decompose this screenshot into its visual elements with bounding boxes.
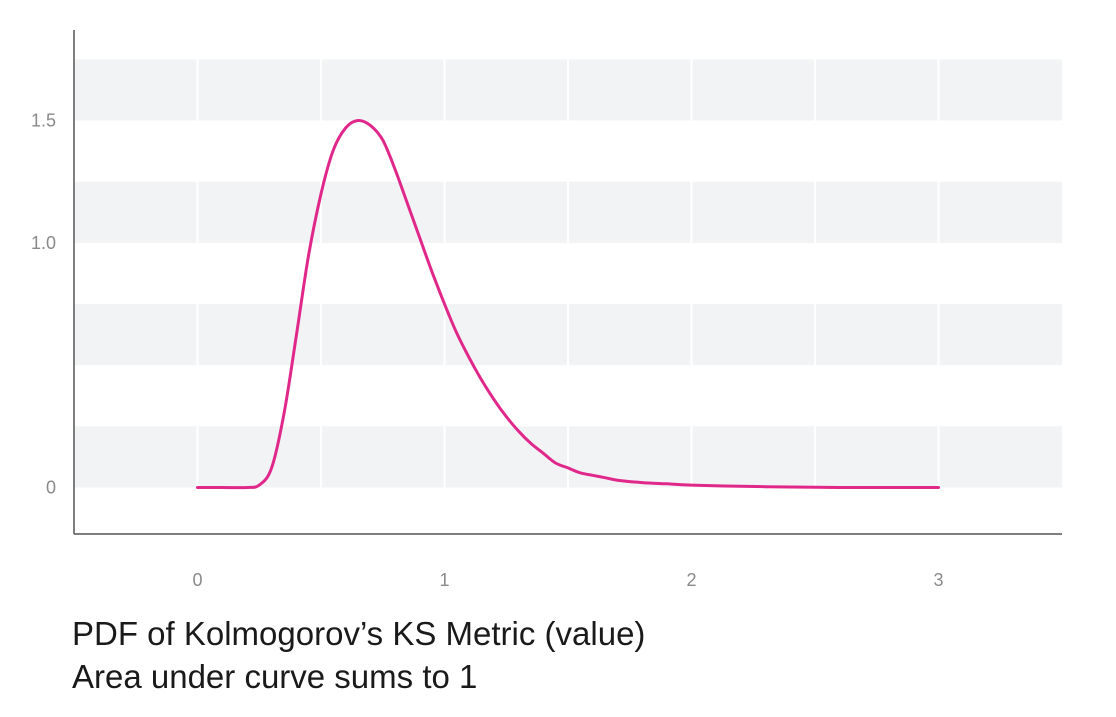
chart-subtitle: Area under curve sums to 1 xyxy=(72,658,478,695)
vertical-gridlines xyxy=(196,30,940,534)
y-tick-label: 0 xyxy=(46,478,56,498)
x-tick-label: 3 xyxy=(933,570,943,590)
pdf-curve xyxy=(196,118,940,490)
y-tick-label: 1.0 xyxy=(31,233,56,253)
x-tick-labels: 0 1 2 3 xyxy=(192,570,943,590)
x-tick-label: 2 xyxy=(686,570,696,590)
x-tick-label: 1 xyxy=(439,570,449,590)
y-tick-label: 1.5 xyxy=(31,111,56,131)
y-tick-labels: 0 1.0 1.5 xyxy=(31,111,56,498)
x-tick-label: 0 xyxy=(192,570,202,590)
chart-caption: PDF of Kolmogorov’s KS Metric (value) Ar… xyxy=(72,612,645,698)
chart-title: PDF of Kolmogorov’s KS Metric (value) xyxy=(72,615,646,652)
